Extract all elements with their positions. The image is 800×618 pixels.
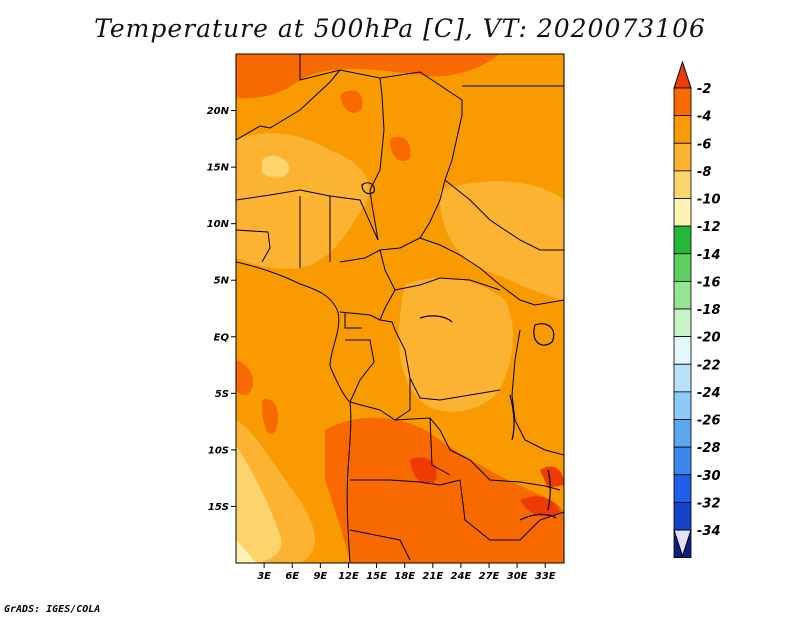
lat-tick-label: 15N bbox=[207, 163, 230, 174]
field-region-minus4-sahara bbox=[340, 90, 363, 113]
map-frame bbox=[235, 53, 565, 564]
colorbar-level-label: -4 bbox=[697, 110, 711, 125]
colorbar-level-label: -28 bbox=[697, 441, 721, 456]
lat-tick-label: 20N bbox=[207, 106, 230, 117]
colorbar-level-label: -24 bbox=[697, 386, 721, 401]
lat-tick-label: EQ bbox=[214, 332, 230, 343]
temperature-field bbox=[236, 54, 564, 563]
field-region-minus12-atlantic bbox=[236, 540, 256, 563]
field-region-minus4-offshore bbox=[262, 399, 279, 435]
colorbar-swatch bbox=[673, 474, 692, 503]
field-region-minus4-chad bbox=[390, 136, 411, 162]
lakes bbox=[361, 182, 557, 521]
colorbar-level-label: -18 bbox=[697, 303, 721, 318]
colorbar-level-label: -26 bbox=[697, 414, 721, 429]
colorbar-swatch bbox=[673, 363, 692, 393]
chart-title: Temperature at 500hPa [C], VT: 202007310… bbox=[94, 14, 706, 43]
lake-kariba bbox=[519, 513, 557, 521]
colorbar-swatch bbox=[673, 419, 692, 448]
colorbar-swatch bbox=[673, 115, 692, 144]
colorbar-level-label: -22 bbox=[697, 358, 721, 373]
field-region-minus8-sudan bbox=[439, 181, 564, 300]
lon-tick-label: 12E bbox=[338, 571, 359, 582]
colorbar-swatch bbox=[673, 336, 692, 365]
lat-tick-label: 15S bbox=[208, 502, 229, 513]
colorbar-swatch bbox=[673, 501, 692, 531]
field-region-minus10-atlantic bbox=[236, 445, 282, 563]
lat-tick-label: 10N bbox=[207, 219, 230, 230]
colorbar-swatch bbox=[673, 170, 692, 199]
colorbar-swatch bbox=[673, 391, 692, 420]
field-region-minus4-north bbox=[236, 54, 500, 99]
colorbar-swatch bbox=[673, 253, 692, 282]
grads-credit: GrADS: IGES/COLA bbox=[4, 604, 101, 615]
colorbar-level-label: -32 bbox=[697, 496, 721, 511]
colorbar-level-label: -6 bbox=[697, 137, 711, 152]
lon-tick-label: 15E bbox=[366, 571, 387, 582]
lon-tick-label: 6E bbox=[285, 571, 299, 582]
colorbar-swatch bbox=[673, 446, 692, 476]
colorbar-upper-tip bbox=[673, 60, 692, 89]
coastline-west bbox=[236, 261, 352, 563]
colorbar-level-label: -8 bbox=[697, 165, 711, 180]
colorbar-level-label: -14 bbox=[697, 248, 721, 263]
lon-tick-label: 24E bbox=[451, 571, 472, 582]
field-region-minus8-congo bbox=[398, 277, 514, 412]
colorbar: -2 -4 -6 -8 -10 -12 -14 -16 -18 -20 -22 -24 -26 -28 -3… bbox=[673, 60, 721, 559]
field-region-minus4-south bbox=[325, 417, 564, 563]
colorbar-swatch bbox=[673, 280, 692, 310]
colorbar-level-label: -16 bbox=[697, 275, 721, 290]
colorbar-swatch bbox=[673, 225, 692, 255]
field-region-minus10-west-africa bbox=[262, 155, 290, 178]
latitude-axis: 20N 15N 10N 5N EQ 5S 10S 15S bbox=[207, 106, 236, 513]
lat-tick-label: 10S bbox=[208, 445, 229, 456]
longitude-axis: 3E 6E 9E 12E 15E 18E 21E 24E 27E 30E 33E bbox=[257, 563, 556, 582]
lon-tick-label: 3E bbox=[257, 571, 271, 582]
lake-malawi bbox=[547, 469, 551, 511]
lake-tanganyika bbox=[509, 394, 515, 441]
lake-chad bbox=[361, 182, 375, 195]
lon-tick-label: 18E bbox=[394, 571, 415, 582]
country-borders bbox=[236, 54, 564, 561]
colorbar-swatch bbox=[673, 87, 692, 117]
lon-tick-label: 9E bbox=[313, 571, 327, 582]
lon-tick-label: 21E bbox=[422, 571, 443, 582]
lon-tick-label: 33E bbox=[535, 571, 556, 582]
colorbar-swatch bbox=[673, 198, 692, 227]
colorbar-swatch bbox=[673, 308, 692, 338]
colorbar-level-label: -12 bbox=[697, 220, 721, 235]
colorbar-level-label: -2 bbox=[697, 82, 711, 97]
lon-tick-label: 27E bbox=[479, 571, 500, 582]
field-region-minus4-gulf bbox=[236, 360, 254, 395]
field-region-minus2-east bbox=[540, 466, 564, 488]
colorbar-swatch bbox=[673, 142, 692, 172]
lake-victoria bbox=[533, 323, 555, 346]
colorbar-level-label: -30 bbox=[697, 469, 721, 484]
colorbar-level-label: -10 bbox=[697, 193, 721, 208]
lon-tick-label: 30E bbox=[507, 571, 528, 582]
lat-tick-label: 5N bbox=[214, 276, 230, 287]
colorbar-lower-tip bbox=[673, 529, 692, 558]
lat-tick-label: 5S bbox=[215, 389, 229, 400]
colorbar-level-label: -20 bbox=[697, 331, 721, 346]
field-region-minus2-angola bbox=[410, 457, 437, 485]
colorbar-level-label: -34 bbox=[697, 524, 721, 539]
river-congo bbox=[419, 315, 453, 323]
